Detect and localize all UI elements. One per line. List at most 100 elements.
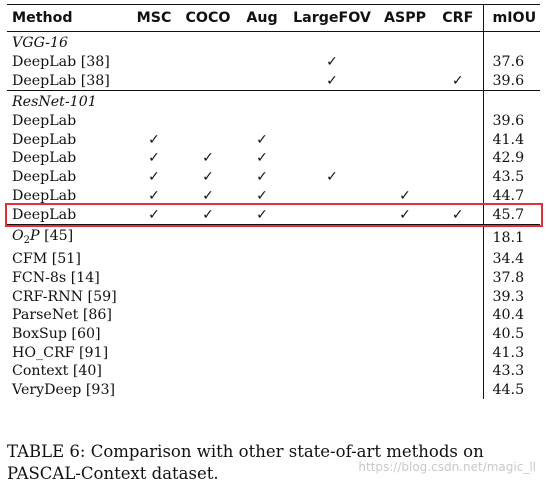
method-cell: DeepLab	[12, 150, 77, 167]
method-cell: FCN-8s [14]	[12, 269, 100, 286]
column-header-miou: mIOU	[482, 4, 540, 32]
aug-check-cell: ✓	[256, 169, 268, 186]
empty-cell	[287, 269, 377, 288]
empty-cell	[129, 306, 179, 325]
empty-cell	[287, 223, 377, 250]
method-cell: DeepLab	[12, 169, 77, 186]
aug-check-cell: ✓	[256, 131, 268, 148]
empty-cell	[179, 250, 237, 269]
table-row: DeepLab [38] ✓ 37.6	[7, 52, 540, 72]
largefov-check-cell	[287, 149, 377, 168]
empty-cell	[377, 362, 433, 381]
aspp-check-cell	[377, 149, 433, 168]
crf-check-cell	[433, 168, 483, 187]
method-cell: DeepLab	[12, 187, 77, 204]
table-row: FCN-8s [14] 37.8	[7, 268, 540, 288]
table-row: DeepLab ✓ ✓ ✓ ✓ 44.7	[7, 186, 540, 206]
aug-check-cell: ✓	[256, 150, 268, 167]
miou-cell: 18.1	[482, 223, 540, 250]
miou-cell: 44.5	[482, 380, 540, 400]
aug-check-cell: ✓	[256, 206, 268, 223]
miou-cell: 44.7	[482, 186, 540, 206]
empty-cell	[377, 90, 433, 112]
largefov-check-cell: ✓	[326, 54, 338, 71]
coco-check-cell: ✓	[202, 150, 214, 167]
method-cell: CRF-RNN [59]	[12, 288, 117, 305]
table-row: VeryDeep [93] 44.5	[7, 380, 540, 400]
empty-cell	[287, 381, 377, 400]
coco-check-cell: ✓	[202, 187, 214, 204]
empty-cell	[377, 381, 433, 400]
empty-cell	[179, 32, 237, 53]
column-header-msc: MSC	[136, 10, 172, 26]
empty-cell	[237, 381, 287, 400]
empty-cell	[129, 250, 179, 269]
empty-cell	[129, 90, 179, 112]
miou-cell: 43.3	[482, 362, 540, 381]
empty-cell	[237, 287, 287, 306]
empty-cell	[287, 325, 377, 344]
table-row: DeepLab ✓ ✓ 41.4	[7, 130, 540, 150]
table-body: VGG-16 DeepLab [38] ✓ 37.6 DeepLab [38] ✓ ✓ 39.…	[7, 31, 540, 400]
empty-cell	[179, 362, 237, 381]
table-row: DeepLab ✓ ✓ ✓ 42.9	[7, 149, 540, 168]
empty-cell	[377, 287, 433, 306]
empty-cell	[433, 343, 483, 362]
aspp-check-cell	[377, 53, 433, 72]
miou-cell: 41.4	[482, 130, 540, 150]
table-row: CFM [51] 34.4	[7, 249, 540, 269]
miou-cell: 41.3	[482, 343, 540, 362]
aspp-check-cell	[377, 112, 433, 131]
empty-cell	[433, 90, 483, 112]
crf-check-cell	[433, 149, 483, 168]
column-header-aug: Aug	[246, 10, 278, 26]
method-cell: BoxSup [60]	[12, 325, 101, 342]
empty-cell	[287, 32, 377, 53]
crf-check-cell: ✓	[451, 206, 464, 223]
empty-cell	[237, 343, 287, 362]
table-row: DeepLab ✓ ✓ ✓ ✓ 43.5	[7, 167, 540, 187]
aug-check-cell	[237, 112, 287, 131]
empty-cell	[237, 223, 287, 250]
msc-check-cell: ✓	[148, 187, 160, 204]
coco-check-cell: ✓	[202, 169, 214, 186]
aspp-check-cell: ✓	[399, 187, 411, 204]
miou-cell: 42.9	[482, 149, 540, 168]
empty-cell	[179, 306, 237, 325]
largefov-check-cell	[287, 187, 377, 206]
aspp-check-cell: ✓	[399, 206, 411, 223]
watermark: https://blog.csdn.net/magic_ll	[358, 460, 536, 474]
group-header-row: ResNet-101	[7, 90, 540, 112]
msc-check-cell	[129, 71, 179, 90]
miou-cell: 40.4	[482, 305, 540, 325]
miou-cell: 37.6	[482, 52, 540, 72]
empty-cell	[287, 343, 377, 362]
group-name: ResNet-101	[7, 90, 129, 112]
largefov-check-cell	[287, 130, 377, 149]
empty-cell	[433, 32, 483, 53]
empty-cell	[377, 306, 433, 325]
coco-check-cell	[179, 112, 237, 131]
empty-cell	[377, 269, 433, 288]
table-row: HO_CRF [91] 41.3	[7, 343, 540, 362]
table-row: O2P [45] 18.1	[7, 223, 540, 250]
table-row: DeepLab 39.6	[7, 111, 540, 131]
crf-check-cell	[433, 130, 483, 149]
empty-cell	[433, 381, 483, 400]
method-cell: O2P [45]	[7, 223, 129, 250]
empty-cell	[129, 325, 179, 344]
empty-cell	[377, 325, 433, 344]
aspp-check-cell	[377, 71, 433, 90]
method-name-main: O	[12, 227, 24, 244]
empty-cell	[287, 362, 377, 381]
empty-cell	[237, 90, 287, 112]
empty-cell	[179, 90, 237, 112]
msc-check-cell: ✓	[148, 206, 160, 223]
empty-cell	[237, 250, 287, 269]
empty-cell	[377, 223, 433, 250]
aspp-check-cell	[377, 168, 433, 187]
msc-check-cell: ✓	[148, 131, 160, 148]
empty-cell	[287, 306, 377, 325]
msc-check-cell: ✓	[148, 150, 160, 167]
largefov-check-cell	[287, 205, 377, 225]
